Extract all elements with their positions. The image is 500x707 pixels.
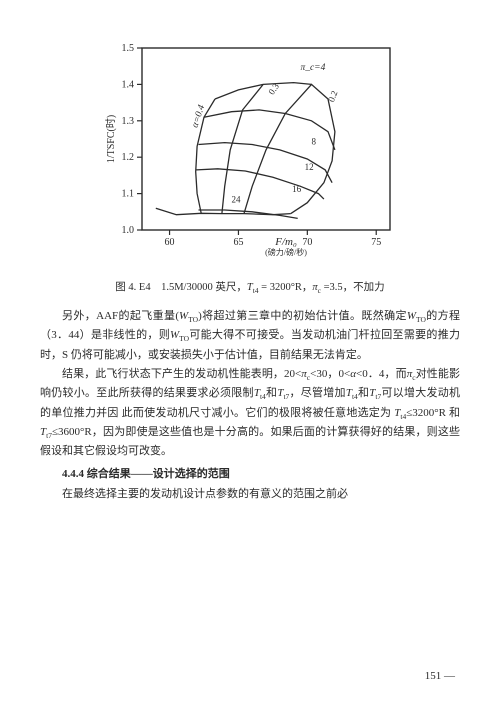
svg-text:0.2: 0.2 xyxy=(326,89,339,103)
chart-svg: 60 65 70 75 1.0 1.1 1.2 1.3 1.4 1.5 F/m₀(磅力/磅/秒) 1/… xyxy=(100,40,400,270)
svg-text:1/TSFC(时): 1/TSFC(时) xyxy=(105,115,117,163)
svg-text:1.2: 1.2 xyxy=(122,152,135,163)
svg-text:24: 24 xyxy=(232,195,242,205)
paragraph-3: 在最终选择主要的发动机设计点参数的有意义的范围之前必 xyxy=(40,485,460,504)
figure-caption: 图 4. E4 1.5M/30000 英尺，Tt4 = 3200°R，πc =3… xyxy=(40,280,460,297)
paragraph-1: 另外，AAF的起飞重量(WTO)将超过第三章中的初始估计值。既然确定WTO的方程… xyxy=(40,307,460,365)
svg-text:1.4: 1.4 xyxy=(122,79,135,90)
svg-text:70: 70 xyxy=(302,237,312,248)
svg-text:1.5: 1.5 xyxy=(122,43,135,54)
svg-text:F/m₀: F/m₀ xyxy=(274,236,297,248)
paragraph-2: 结果，此飞行状态下产生的发动机性能表明，20<πc<30，0<α<0．4，而πc… xyxy=(40,365,460,462)
svg-text:75: 75 xyxy=(371,237,381,248)
chart-container: 60 65 70 75 1.0 1.1 1.2 1.3 1.4 1.5 F/m₀(磅力/磅/秒) 1/… xyxy=(100,40,400,270)
svg-text:60: 60 xyxy=(165,237,175,248)
section-heading: 4.4.4 综合结果——设计选择的范围 xyxy=(40,465,460,484)
svg-text:1.0: 1.0 xyxy=(122,225,135,236)
svg-text:12: 12 xyxy=(305,162,314,172)
page-number: 151 — xyxy=(425,670,455,682)
svg-text:16: 16 xyxy=(292,184,302,194)
svg-text:(磅力/磅/秒): (磅力/磅/秒) xyxy=(265,247,307,257)
svg-text:65: 65 xyxy=(233,237,243,248)
svg-text:1.3: 1.3 xyxy=(122,116,135,127)
svg-text:π_c=4: π_c=4 xyxy=(300,63,325,73)
svg-text:1.1: 1.1 xyxy=(122,189,135,200)
svg-text:8: 8 xyxy=(311,136,316,146)
